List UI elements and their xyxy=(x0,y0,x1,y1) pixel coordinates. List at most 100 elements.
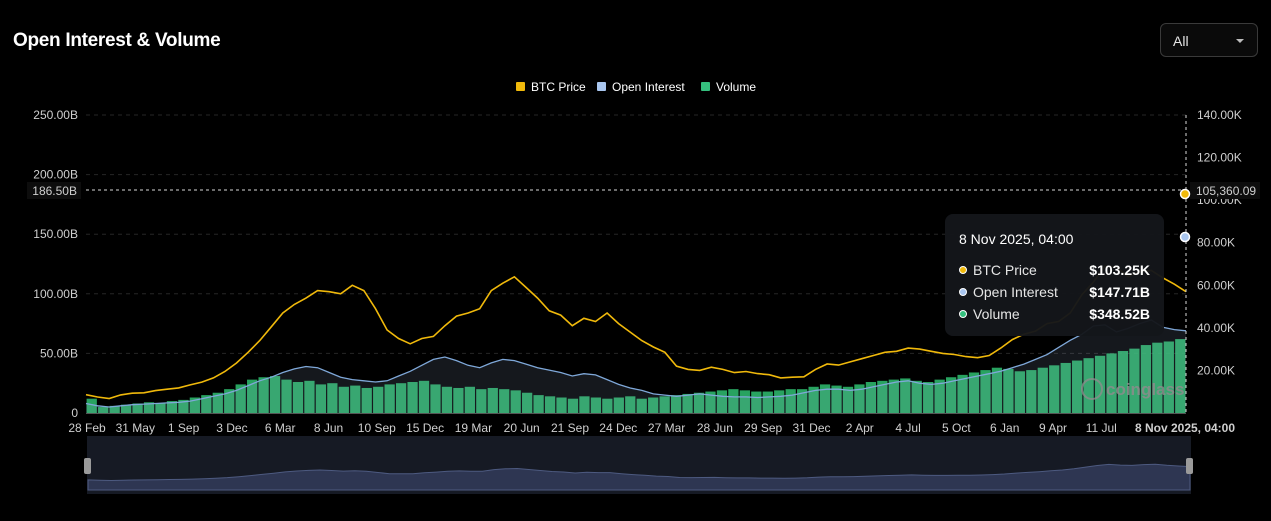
volume-bar xyxy=(785,389,796,413)
x-axis: 28 Feb 31 May 1 Sep 3 Dec 6 Mar 8 Jun 10 Sep 15… xyxy=(68,413,1186,435)
open-interest-dot-icon xyxy=(959,288,967,296)
chart-tooltip: 8 Nov 2025, 04:00 BTC Price $103.25K Ope… xyxy=(945,214,1164,336)
navigator-left-handle[interactable] xyxy=(84,458,91,474)
range-navigator[interactable] xyxy=(84,436,1193,494)
x-tick-label: 15 Dec xyxy=(406,421,444,435)
volume-bar xyxy=(395,383,407,413)
volume-bar xyxy=(980,370,991,413)
volume-bar xyxy=(1003,368,1014,413)
legend-label: Volume xyxy=(716,80,756,94)
volume-bar xyxy=(98,407,109,413)
y-left-tick-label: 250.00B xyxy=(33,108,78,122)
legend-swatch xyxy=(516,82,525,91)
x-tick-label: 28 Jun xyxy=(697,421,733,435)
y-right-tick-label: 80.00K xyxy=(1197,236,1235,250)
y-left-tick-label: 100.00B xyxy=(33,287,78,301)
volume-bar xyxy=(1163,341,1174,413)
tooltip-value: $147.71B xyxy=(1089,284,1150,300)
volume-bar xyxy=(178,399,189,413)
x-tick-label: 11 Jul xyxy=(1086,421,1117,435)
btc-price-marker xyxy=(1179,188,1191,200)
volume-bar xyxy=(1060,362,1071,413)
volume-bar xyxy=(854,384,865,413)
volume-bar xyxy=(613,397,624,413)
volume-bar xyxy=(132,403,143,413)
volume-bar xyxy=(476,389,487,413)
volume-bar xyxy=(418,380,430,413)
page-title: Open Interest & Volume xyxy=(13,30,221,51)
volume-bar xyxy=(499,389,510,413)
volume-bar xyxy=(716,390,728,413)
volume-dot-icon xyxy=(959,310,967,318)
crosshair: 186.50B 105,360.09 8 Nov 2025, 04:00 xyxy=(27,115,1260,436)
volume-bar xyxy=(842,386,854,413)
volume-bar xyxy=(269,376,281,413)
x-tick-label: 20 Jun xyxy=(504,421,540,435)
legend-item-btc-price[interactable]: BTC Price xyxy=(516,80,586,94)
coinglass-watermark: coinglass xyxy=(1081,378,1184,400)
navigator-right-handle[interactable] xyxy=(1186,458,1193,474)
volume-bar xyxy=(1072,360,1083,413)
btc-price-line xyxy=(85,265,1187,400)
x-tick-label: 3 Dec xyxy=(216,421,247,435)
volume-bar xyxy=(510,390,521,413)
tooltip-row-volume: Volume $348.52B xyxy=(959,306,1150,324)
volume-bar xyxy=(212,392,223,413)
chart-legend[interactable]: BTC Price Open Interest Volume xyxy=(516,80,756,94)
tooltip-value: $348.52B xyxy=(1089,306,1150,322)
volume-bar xyxy=(247,379,258,413)
x-tick-label: 6 Jan xyxy=(990,421,1019,435)
volume-bar xyxy=(567,398,579,413)
tooltip-row-open-interest: Open Interest $147.71B xyxy=(959,284,1150,302)
tooltip-value: $103.25K xyxy=(1089,262,1150,278)
btc-price-dot-icon xyxy=(959,266,967,274)
volume-bar xyxy=(258,377,269,413)
y-right-tick-label: 60.00K xyxy=(1197,278,1235,292)
coinglass-wordmark: coinglass xyxy=(1106,380,1184,399)
volume-bar xyxy=(453,387,464,413)
volume-bar xyxy=(693,392,705,413)
volume-bar xyxy=(281,379,292,413)
volume-bar xyxy=(407,382,418,413)
y-axis-right: 140.00K120.00K100.00K80.00K60.00K40.00K2… xyxy=(1197,108,1242,377)
volume-bar xyxy=(751,391,762,413)
volume-bar xyxy=(166,401,178,413)
volume-bar xyxy=(968,372,980,413)
crosshair-x-label: 8 Nov 2025, 04:00 xyxy=(1135,421,1235,435)
volume-bar xyxy=(350,385,361,413)
volume-bar xyxy=(201,395,212,413)
volume-bar xyxy=(384,384,395,413)
volume-bar xyxy=(705,391,716,413)
tooltip-label: BTC Price xyxy=(973,262,1037,278)
volume-bar xyxy=(120,404,132,413)
legend-item-open-interest[interactable]: Open Interest xyxy=(597,80,685,94)
volume-bar xyxy=(189,397,200,413)
crosshair-x-label-bg xyxy=(1133,419,1236,436)
x-tick-label: 27 Mar xyxy=(648,421,685,435)
x-tick-label: 4 Jul xyxy=(895,421,920,435)
x-tick-label: 9 Apr xyxy=(1039,421,1067,435)
legend-item-volume[interactable]: Volume xyxy=(701,80,756,94)
volume-bar xyxy=(923,382,934,413)
volume-bar xyxy=(579,396,590,413)
y-right-tick-label: 120.00K xyxy=(1197,151,1242,165)
y-right-tick-label: 40.00K xyxy=(1197,321,1235,335)
volume-bar xyxy=(1049,365,1060,413)
y-axis-left: 250.00B 200.00B 150.00B 100.00B 50.00B 0 xyxy=(33,108,78,420)
volume-bar xyxy=(819,384,831,413)
volume-bar xyxy=(808,386,819,413)
volume-bar xyxy=(888,379,899,413)
volume-bar xyxy=(292,382,304,413)
legend-swatch xyxy=(597,82,606,91)
volume-bar xyxy=(797,389,808,413)
volume-bar xyxy=(877,380,888,413)
volume-bar xyxy=(739,390,750,413)
volume-bar xyxy=(762,391,773,413)
volume-bar xyxy=(900,378,911,413)
time-range-select[interactable]: All xyxy=(1160,23,1258,57)
y-left-tick-label: 200.00B xyxy=(33,168,78,182)
legend-label: Open Interest xyxy=(612,80,685,94)
volume-bar xyxy=(338,386,349,413)
volume-bar xyxy=(728,389,739,413)
